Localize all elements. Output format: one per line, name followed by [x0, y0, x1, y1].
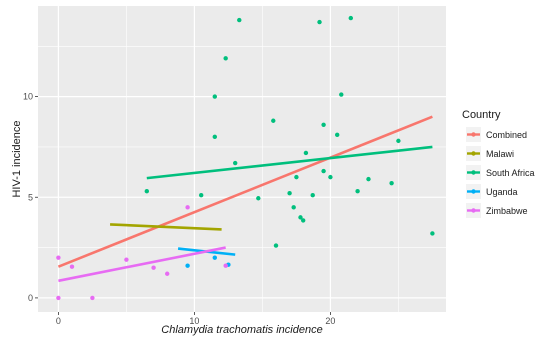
fit-lines — [57, 115, 433, 283]
data-point-zimbabwe — [69, 264, 75, 269]
data-point-zimbabwe — [223, 263, 228, 268]
data-point-south-africa — [144, 189, 149, 194]
data-point-south-africa — [199, 193, 204, 198]
data-point-zimbabwe — [185, 205, 190, 210]
data-point-south-africa — [287, 191, 292, 196]
fit-line-south-africa — [146, 145, 433, 180]
legend-label-south-africa: South Africa — [486, 168, 535, 178]
legend-label-uganda: Uganda — [486, 187, 518, 197]
data-point-south-africa — [348, 15, 353, 21]
data-point-south-africa — [310, 193, 315, 198]
legend-title: Country — [462, 109, 501, 121]
data-point-south-africa — [321, 122, 326, 127]
data-point-south-africa — [430, 231, 435, 236]
legend-label-combined: Combined — [486, 130, 527, 140]
y-axis-title: HIV-1 incidence — [11, 120, 23, 197]
data-point-south-africa — [335, 132, 340, 138]
data-point-zimbabwe — [56, 255, 61, 260]
data-point-south-africa — [237, 17, 242, 23]
x-axis-ticks: 0 10 20 — [56, 312, 335, 326]
data-point-zimbabwe — [151, 265, 156, 270]
legend-dot-south-africa — [471, 170, 476, 175]
data-point-south-africa — [339, 92, 344, 97]
y-axis-ticks: 0 5 10 — [23, 92, 38, 303]
fit-line-zimbabwe — [58, 246, 226, 283]
fit-line-combined — [57, 115, 433, 268]
data-point-zimbabwe — [90, 295, 95, 301]
data-point-south-africa — [303, 150, 309, 156]
data-point-uganda — [185, 263, 190, 268]
data-point-south-africa — [223, 56, 228, 61]
x-tick-label: 20 — [325, 316, 335, 326]
y-tick-label: 0 — [28, 293, 33, 303]
plot-panel — [38, 6, 446, 312]
data-point-south-africa — [389, 180, 394, 186]
data-points — [56, 15, 435, 301]
data-point-south-africa — [212, 94, 217, 99]
data-point-south-africa — [271, 118, 276, 123]
legend-label-malawi: Malawi — [486, 149, 514, 159]
data-point-south-africa — [317, 19, 322, 25]
y-tick-label: 5 — [28, 192, 33, 202]
y-tick-label: 10 — [23, 92, 33, 102]
legend-dot-combined — [471, 132, 476, 137]
data-point-south-africa — [366, 176, 371, 182]
data-point-south-africa — [233, 160, 238, 166]
data-point-south-africa — [212, 134, 217, 140]
legend-label-zimbabwe: Zimbabwe — [486, 206, 528, 216]
data-point-zimbabwe — [124, 257, 129, 262]
legend: Country Combined Malawi South Africa Uganda… — [462, 109, 535, 218]
data-point-south-africa — [321, 168, 326, 174]
data-point-south-africa — [294, 174, 299, 180]
data-point-zimbabwe — [165, 271, 170, 276]
data-point-south-africa — [256, 196, 261, 201]
data-point-zimbabwe — [56, 295, 61, 301]
data-point-south-africa — [298, 215, 303, 220]
data-point-south-africa — [328, 174, 333, 180]
data-point-south-africa — [301, 218, 306, 223]
x-tick-label: 10 — [189, 316, 199, 326]
fit-line-malawi — [110, 223, 222, 231]
x-tick-label: 0 — [56, 316, 61, 326]
data-point-south-africa — [355, 189, 360, 194]
data-point-uganda — [212, 255, 217, 260]
legend-dot-malawi — [471, 151, 476, 156]
data-point-south-africa — [273, 243, 279, 248]
data-point-south-africa — [396, 138, 401, 144]
legend-dot-uganda — [471, 189, 476, 194]
x-axis-title: Chlamydia trachomatis incidence — [161, 324, 322, 336]
legend-dot-zimbabwe — [471, 208, 476, 213]
data-point-south-africa — [291, 205, 296, 210]
